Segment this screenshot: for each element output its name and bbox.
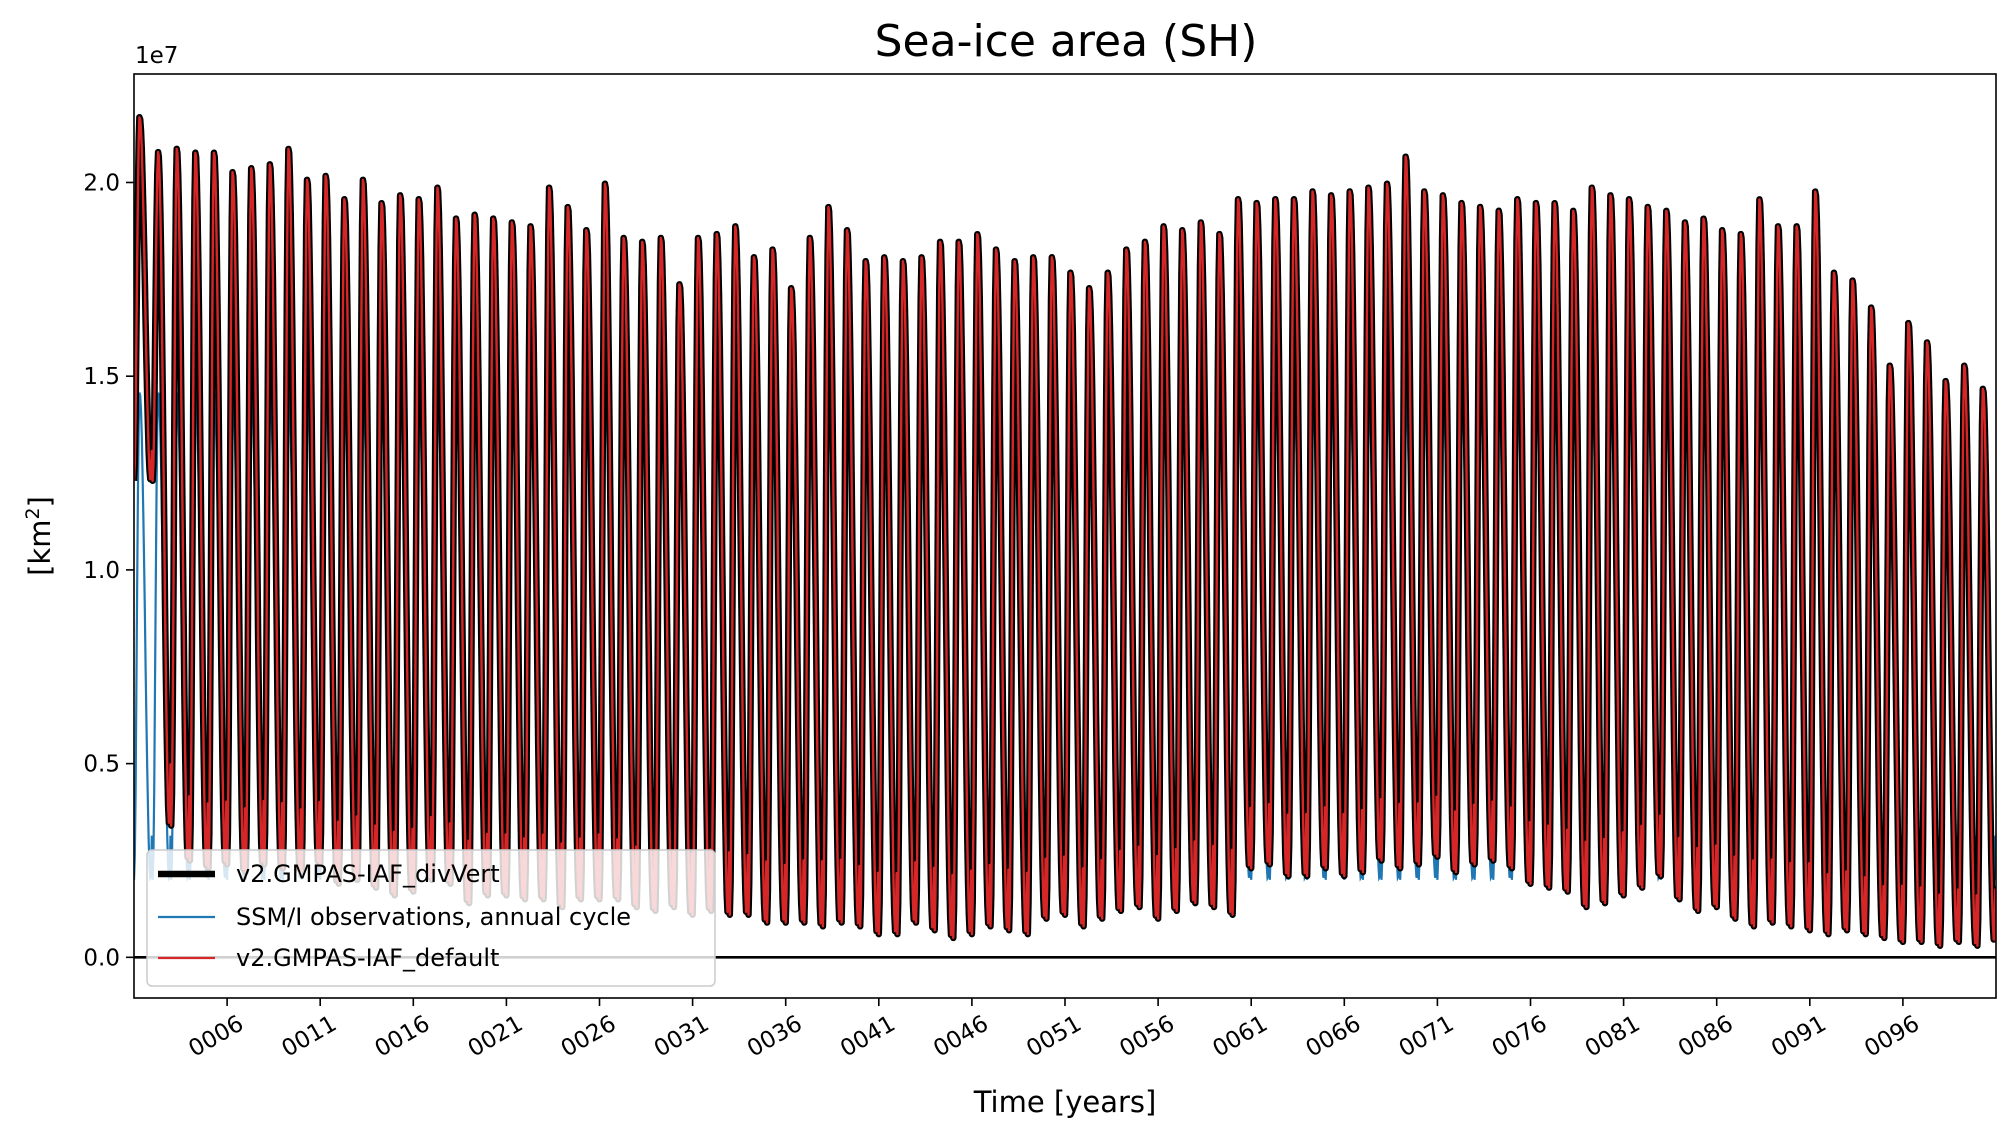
x-tick-group: 0006 0011 0016 0021 0026 0031 0036 0041 0046 0051… [184,998,1924,1062]
legend-label-divvert: v2.GMPAS-IAF_divVert [236,860,500,888]
y-tick-label: 2.0 [83,170,120,196]
y-offset-label: 1e7 [135,43,178,69]
x-tick-label: 0096 [1860,1011,1924,1063]
x-tick-label: 0071 [1395,1011,1459,1063]
y-tick-group: 0.0 0.5 1.0 1.5 2.0 [83,170,134,971]
y-axis-title-superscript: 2 [22,507,44,519]
x-tick-label: 0006 [184,1011,248,1063]
y-tick-label: 0.0 [83,945,120,971]
x-tick-label: 0061 [1208,1011,1272,1063]
legend-label-ssmi: SSM/I observations, annual cycle [236,903,631,931]
x-tick-label: 0066 [1302,1011,1366,1063]
x-tick-label: 0051 [1022,1011,1086,1063]
x-tick-label: 0081 [1581,1011,1645,1063]
legend-label-default: v2.GMPAS-IAF_default [236,944,499,972]
x-tick-label: 0011 [277,1011,341,1063]
series-line-default [134,116,1996,947]
y-tick-label: 1.5 [83,364,120,390]
y-axis-title-main: [km [23,520,57,576]
legend: v2.GMPAS-IAF_divVert SSM/I observations,… [146,849,716,987]
series-layer [134,114,1996,949]
plot-frame [133,73,1997,999]
x-tick-label: 0086 [1674,1011,1738,1063]
legend-box [146,849,716,987]
x-tick-label: 0036 [743,1011,807,1063]
chart-title: Sea-ice area (SH) [875,16,1258,67]
y-tick-label: 1.0 [83,558,120,584]
y-axis-title-close: ] [23,496,57,507]
x-tick-label: 0031 [650,1011,714,1063]
x-tick-label: 0041 [836,1011,900,1063]
x-tick-label: 0021 [464,1011,528,1063]
x-tick-label: 0076 [1488,1011,1552,1063]
x-tick-label: 0091 [1767,1011,1831,1063]
x-tick-label: 0026 [557,1011,621,1063]
y-axis-title: [km2] [22,496,57,576]
x-tick-label: 0016 [371,1011,435,1063]
x-axis-title: Time [years] [973,1085,1157,1119]
y-tick-label: 0.5 [83,752,120,778]
x-tick-label: 0056 [1115,1011,1179,1063]
x-tick-label: 0046 [929,1011,993,1063]
